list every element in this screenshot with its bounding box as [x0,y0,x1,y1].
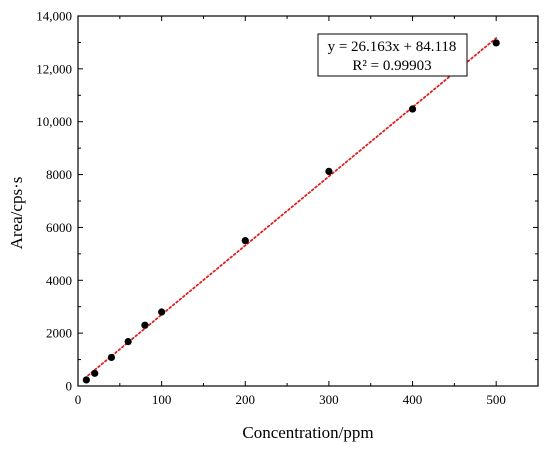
data-point [492,39,500,47]
data-point [408,105,417,113]
y-tick-label: 12,000 [36,61,72,76]
equation-box-border [317,33,468,77]
y-tick-label: 10,000 [36,114,72,129]
y-tick-label: 2000 [46,326,72,341]
data-point [158,308,166,316]
data-point [241,237,249,245]
y-tick-label: 6000 [46,220,72,235]
data-point [124,338,132,346]
fit-line-group [83,37,498,380]
x-tick-label: 200 [236,392,256,407]
data-points [82,39,500,384]
y-tick-label: 0 [66,379,73,394]
fit-equation: y = 26.163x + 84.118 [328,39,457,55]
data-point [107,353,116,362]
y-tick-label: 4000 [46,273,72,288]
data-point [141,321,149,329]
x-tick-label: 500 [486,392,506,407]
y-tick-label: 8000 [46,167,72,182]
r-squared: R² = 0.99903 [352,58,431,74]
data-point [325,167,333,175]
x-tick-label: 300 [319,392,339,407]
data-point [91,369,99,377]
x-axis-ticks: 0 100 200 300 400 500 [75,16,506,407]
x-tick-label: 0 [75,392,82,407]
x-tick-label: 400 [403,392,423,407]
data-point [82,376,90,384]
x-tick-label: 100 [152,392,172,407]
equation-box: y = 26.163x + 84.118 R² = 0.99903 [317,33,468,77]
plot-frame [77,15,539,387]
y-axis-title: Area/cps·s [7,177,26,250]
x-axis-title: Concentration/ppm [242,423,373,442]
fit-line [83,37,498,380]
y-tick-label: 14,000 [36,9,72,24]
y-axis-ticks: 0 2000 4000 6000 8000 10,000 12,000 14,000 [36,9,538,394]
